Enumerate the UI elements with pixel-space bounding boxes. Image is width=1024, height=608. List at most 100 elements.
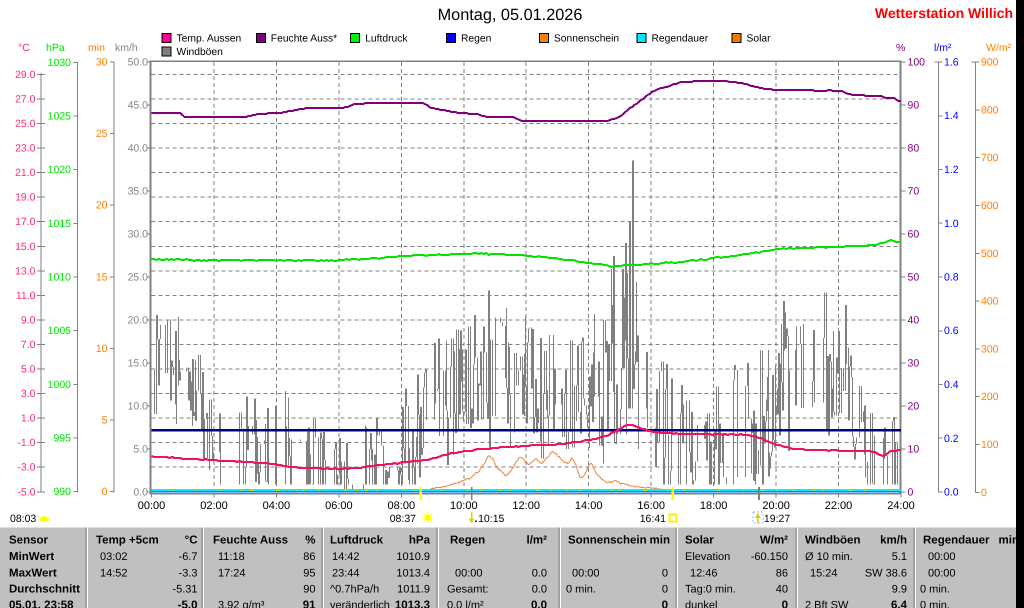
svg-text:0.0: 0.0 bbox=[532, 567, 547, 579]
svg-text:500: 500 bbox=[981, 248, 999, 260]
svg-text:Windböen: Windböen bbox=[177, 47, 224, 58]
svg-text:1013.3: 1013.3 bbox=[395, 599, 430, 608]
svg-text:1010: 1010 bbox=[48, 272, 72, 284]
svg-text:1.0: 1.0 bbox=[21, 413, 36, 425]
svg-text:03:02: 03:02 bbox=[100, 551, 128, 563]
svg-text:1.4: 1.4 bbox=[944, 110, 959, 122]
svg-text:400: 400 bbox=[981, 296, 999, 308]
svg-text:-5.31: -5.31 bbox=[172, 584, 197, 596]
svg-text:°C: °C bbox=[18, 42, 30, 54]
svg-text:35.0: 35.0 bbox=[128, 185, 149, 197]
svg-text:Durchschnitt: Durchschnitt bbox=[9, 584, 80, 596]
svg-text:0: 0 bbox=[782, 599, 788, 608]
svg-text:95: 95 bbox=[303, 567, 315, 579]
svg-text:990: 990 bbox=[53, 486, 71, 498]
svg-text:MinWert: MinWert bbox=[9, 551, 54, 563]
svg-text:86: 86 bbox=[303, 551, 315, 563]
svg-text:11.0: 11.0 bbox=[16, 290, 36, 302]
svg-text:12:46: 12:46 bbox=[690, 567, 718, 579]
svg-text:W/m²: W/m² bbox=[986, 42, 1012, 54]
svg-text:17:24: 17:24 bbox=[218, 567, 246, 579]
svg-text:10: 10 bbox=[96, 343, 108, 355]
svg-text:min: min bbox=[650, 535, 670, 547]
svg-text:100: 100 bbox=[981, 439, 999, 451]
svg-text:995: 995 bbox=[53, 432, 71, 444]
svg-text:300: 300 bbox=[981, 343, 999, 355]
svg-text:Luftdruck: Luftdruck bbox=[365, 34, 408, 45]
svg-text:90: 90 bbox=[908, 100, 920, 112]
svg-text:%: % bbox=[305, 535, 315, 547]
svg-text:0: 0 bbox=[981, 487, 987, 499]
svg-text:11:18: 11:18 bbox=[218, 551, 245, 563]
svg-text:17.0: 17.0 bbox=[15, 216, 36, 228]
svg-text:Feuchte Auss: Feuchte Auss bbox=[213, 535, 288, 547]
svg-text:10.0: 10.0 bbox=[128, 400, 149, 412]
svg-text:min: min bbox=[999, 535, 1019, 547]
svg-text:16:00: 16:00 bbox=[637, 500, 665, 512]
svg-text:20: 20 bbox=[96, 200, 108, 212]
svg-text:5.1: 5.1 bbox=[892, 551, 907, 563]
svg-text:Sonnenschein: Sonnenschein bbox=[554, 34, 620, 45]
svg-text:Ø 10 min.: Ø 10 min. bbox=[805, 551, 853, 563]
svg-text:-1.0: -1.0 bbox=[17, 437, 35, 449]
svg-text:Feuchte Auss*: Feuchte Auss* bbox=[271, 34, 337, 45]
svg-text:5: 5 bbox=[102, 415, 108, 427]
svg-text:Regen: Regen bbox=[461, 34, 492, 45]
svg-text:800: 800 bbox=[981, 104, 999, 116]
svg-text:-5.0: -5.0 bbox=[178, 599, 198, 608]
svg-text:00:00: 00:00 bbox=[455, 567, 483, 579]
svg-text:km/h: km/h bbox=[880, 535, 907, 547]
svg-text:15:24: 15:24 bbox=[810, 567, 838, 579]
svg-text:W/m²: W/m² bbox=[760, 535, 788, 547]
svg-text:50.0: 50.0 bbox=[128, 57, 149, 69]
svg-text:km/h: km/h bbox=[115, 42, 138, 54]
svg-text:80: 80 bbox=[908, 143, 920, 155]
svg-text:0 min.: 0 min. bbox=[566, 584, 596, 596]
svg-text:08:00: 08:00 bbox=[388, 500, 416, 512]
svg-text:0.2: 0.2 bbox=[944, 433, 959, 445]
svg-text:22:00: 22:00 bbox=[825, 500, 853, 512]
svg-text:-3.0: -3.0 bbox=[17, 462, 35, 474]
svg-text:0: 0 bbox=[662, 567, 668, 579]
svg-text:25: 25 bbox=[96, 128, 108, 140]
svg-text:Elevation: Elevation bbox=[685, 551, 730, 563]
svg-text:02:00: 02:00 bbox=[200, 500, 228, 512]
svg-text:50: 50 bbox=[908, 271, 920, 283]
svg-text:30: 30 bbox=[96, 57, 108, 69]
svg-text:10:15: 10:15 bbox=[478, 513, 504, 525]
svg-text:0.0: 0.0 bbox=[133, 486, 148, 498]
svg-text:Sensor: Sensor bbox=[9, 535, 49, 547]
svg-text:40: 40 bbox=[776, 584, 788, 596]
svg-text:hPa: hPa bbox=[46, 42, 65, 54]
svg-text:Gesamt:: Gesamt: bbox=[447, 584, 489, 596]
svg-text:19.0: 19.0 bbox=[15, 192, 36, 204]
svg-text:Regendauer: Regendauer bbox=[652, 34, 709, 45]
svg-text:1.0: 1.0 bbox=[944, 218, 959, 230]
svg-text:23:44: 23:44 bbox=[332, 567, 360, 579]
svg-text:5.0: 5.0 bbox=[133, 443, 148, 455]
svg-text:3.0: 3.0 bbox=[21, 388, 36, 400]
svg-text:25.0: 25.0 bbox=[15, 118, 36, 130]
svg-text:00:00: 00:00 bbox=[138, 500, 166, 512]
svg-text:0.6: 0.6 bbox=[944, 325, 959, 337]
svg-text:45.0: 45.0 bbox=[128, 100, 149, 112]
svg-text:08:37: 08:37 bbox=[390, 513, 416, 525]
svg-text:0.0: 0.0 bbox=[944, 487, 959, 499]
svg-text:1.6: 1.6 bbox=[944, 57, 959, 69]
svg-text:1.2: 1.2 bbox=[944, 164, 959, 176]
svg-text:18:00: 18:00 bbox=[700, 500, 728, 512]
svg-text:-60.150: -60.150 bbox=[751, 551, 788, 563]
svg-text:100: 100 bbox=[908, 57, 926, 69]
svg-text:6.4: 6.4 bbox=[891, 599, 908, 608]
svg-text:20: 20 bbox=[908, 400, 920, 412]
svg-text:700: 700 bbox=[981, 152, 999, 164]
svg-text:0 min.: 0 min. bbox=[920, 584, 950, 596]
svg-text:1013.4: 1013.4 bbox=[396, 567, 430, 579]
svg-text:15: 15 bbox=[96, 271, 108, 283]
svg-text:9.0: 9.0 bbox=[21, 314, 36, 326]
svg-text:0.0: 0.0 bbox=[531, 599, 547, 608]
svg-text:Regen: Regen bbox=[450, 535, 485, 547]
svg-text:25.0: 25.0 bbox=[128, 271, 149, 283]
svg-text:0.8: 0.8 bbox=[944, 272, 959, 284]
svg-text:1015: 1015 bbox=[48, 218, 72, 230]
